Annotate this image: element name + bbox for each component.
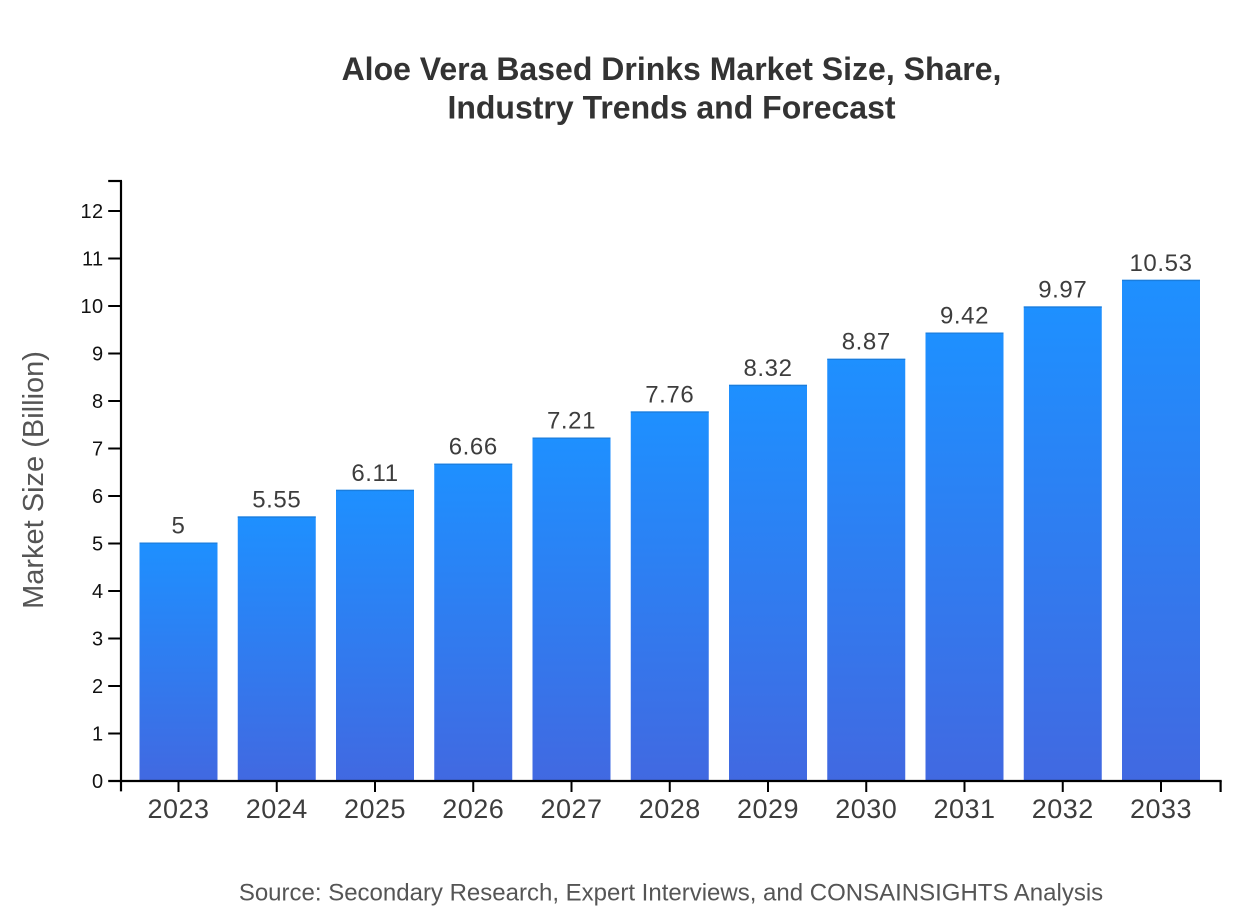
- svg-text:11: 11: [82, 249, 104, 271]
- svg-text:2023: 2023: [147, 794, 209, 824]
- svg-text:Industry Trends and Forecast: Industry Trends and Forecast: [447, 90, 895, 126]
- svg-text:2026: 2026: [442, 794, 504, 824]
- svg-text:Source: Secondary Research, Ex: Source: Secondary Research, Expert Inter…: [239, 879, 1103, 906]
- svg-text:2029: 2029: [737, 794, 799, 824]
- svg-text:1: 1: [92, 724, 104, 746]
- svg-text:10: 10: [80, 296, 103, 318]
- svg-text:2: 2: [92, 676, 104, 698]
- svg-text:5: 5: [172, 513, 186, 540]
- svg-text:8: 8: [92, 391, 104, 413]
- svg-text:9: 9: [92, 344, 104, 366]
- svg-text:6: 6: [92, 486, 104, 508]
- svg-text:8.87: 8.87: [842, 329, 891, 356]
- svg-text:8.32: 8.32: [743, 355, 792, 382]
- svg-text:6.66: 6.66: [449, 434, 498, 461]
- svg-text:9.97: 9.97: [1038, 276, 1087, 303]
- svg-text:2025: 2025: [344, 794, 406, 824]
- svg-text:7.21: 7.21: [547, 408, 596, 435]
- svg-text:4: 4: [92, 581, 104, 603]
- svg-text:6.11: 6.11: [351, 460, 398, 487]
- svg-text:10.53: 10.53: [1129, 250, 1192, 277]
- svg-text:7: 7: [92, 439, 104, 461]
- svg-text:Market Size (Billion): Market Size (Billion): [18, 351, 50, 609]
- svg-text:5: 5: [92, 534, 104, 556]
- svg-text:2032: 2032: [1032, 794, 1094, 824]
- svg-text:2024: 2024: [246, 794, 308, 824]
- svg-text:7.76: 7.76: [645, 381, 694, 408]
- svg-text:12: 12: [80, 201, 103, 223]
- svg-text:5.55: 5.55: [252, 486, 301, 513]
- svg-text:2033: 2033: [1130, 794, 1192, 824]
- svg-text:2028: 2028: [639, 794, 701, 824]
- svg-text:3: 3: [92, 629, 104, 651]
- svg-text:Aloe Vera Based Drinks Market: Aloe Vera Based Drinks Market Size, Shar…: [342, 51, 1002, 87]
- svg-text:2031: 2031: [933, 794, 995, 824]
- svg-text:2030: 2030: [835, 794, 897, 824]
- svg-text:9.42: 9.42: [940, 303, 989, 330]
- svg-text:2027: 2027: [540, 794, 602, 824]
- svg-text:0: 0: [92, 771, 104, 793]
